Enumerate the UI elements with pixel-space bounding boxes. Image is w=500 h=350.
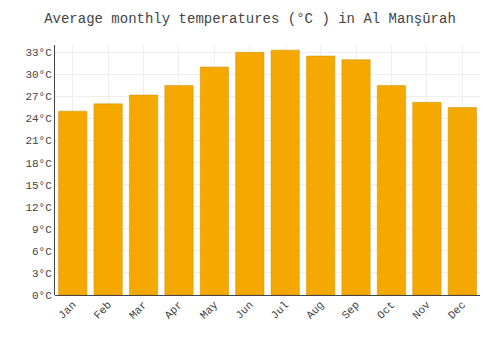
svg-text:Mar: Mar xyxy=(127,299,149,321)
svg-text:21°C: 21°C xyxy=(25,135,52,147)
svg-text:15°C: 15°C xyxy=(25,180,52,192)
svg-text:0°C: 0°C xyxy=(32,290,52,302)
svg-text:Dec: Dec xyxy=(446,299,468,321)
svg-text:Apr: Apr xyxy=(162,299,184,321)
svg-text:9°C: 9°C xyxy=(32,224,52,236)
svg-text:Jul: Jul xyxy=(269,299,291,321)
svg-text:Jun: Jun xyxy=(233,299,255,321)
svg-text:12°C: 12°C xyxy=(25,202,52,214)
svg-text:3°C: 3°C xyxy=(32,268,52,280)
svg-text:Sep: Sep xyxy=(340,299,362,321)
svg-text:Oct: Oct xyxy=(375,299,397,321)
svg-text:Aug: Aug xyxy=(304,299,326,321)
svg-text:30°C: 30°C xyxy=(25,69,52,81)
svg-text:33°C: 33°C xyxy=(25,47,52,59)
svg-text:May: May xyxy=(198,299,221,322)
svg-text:Jan: Jan xyxy=(56,299,78,321)
svg-text:Feb: Feb xyxy=(92,299,114,321)
svg-text:Average monthly temperatures (: Average monthly temperatures (°C ) in Al… xyxy=(44,11,456,27)
svg-text:6°C: 6°C xyxy=(32,246,52,258)
svg-text:Nov: Nov xyxy=(410,299,433,322)
svg-text:27°C: 27°C xyxy=(25,91,52,103)
svg-text:24°C: 24°C xyxy=(25,113,52,125)
svg-text:18°C: 18°C xyxy=(25,158,52,170)
